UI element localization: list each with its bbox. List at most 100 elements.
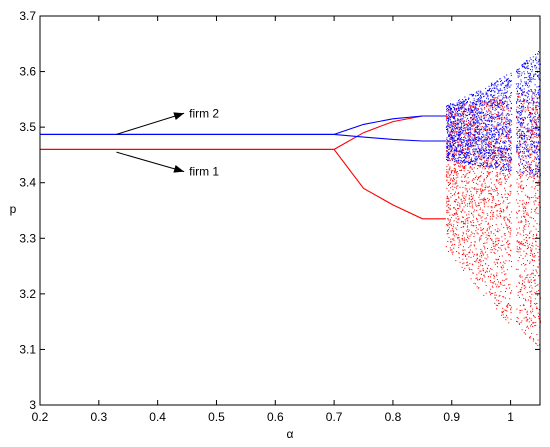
chaos-dot — [493, 150, 495, 152]
chaos-dot — [467, 155, 469, 157]
chaos-dot — [518, 210, 520, 212]
chaos-dot — [496, 147, 498, 149]
chaos-dot — [532, 265, 534, 267]
chaos-dot — [455, 136, 457, 138]
chaos-dot — [472, 220, 474, 221]
chaos-dot — [533, 225, 535, 227]
chaos-dot — [510, 74, 512, 76]
chaos-dot — [518, 113, 520, 115]
chaos-dot — [537, 135, 539, 137]
chaos-dot — [484, 134, 486, 136]
chaos-dot — [466, 172, 468, 174]
chaos-dot — [524, 270, 526, 272]
chaos-dot — [488, 235, 490, 237]
chaos-dot — [471, 95, 473, 97]
chaos-dot — [459, 144, 461, 146]
chaos-dot — [522, 100, 524, 102]
chaos-dot — [470, 154, 472, 155]
chaos-dot — [501, 104, 503, 106]
chaos-dot — [478, 265, 480, 267]
chaos-dot — [462, 99, 464, 101]
chaos-dot — [526, 66, 528, 68]
chaos-dot — [461, 118, 463, 120]
chaos-dot — [498, 103, 500, 104]
chaos-dot — [452, 116, 454, 117]
chaos-dot — [469, 127, 471, 129]
chaos-dot — [493, 102, 495, 104]
chaos-dot — [502, 96, 504, 98]
chaos-dot — [526, 316, 527, 318]
chaos-dot — [489, 193, 491, 195]
chaos-dot — [487, 223, 489, 225]
chaos-dot — [456, 160, 458, 162]
chaos-dot — [462, 111, 464, 113]
chaos-dot — [493, 215, 495, 217]
chaos-dot — [449, 174, 451, 176]
chaos-dot — [468, 132, 469, 133]
chaos-dot — [527, 144, 529, 146]
chaos-dot — [459, 132, 461, 133]
chaos-dot — [470, 125, 472, 127]
chaos-dot — [471, 114, 473, 116]
chaos-dot — [453, 121, 455, 123]
chaos-dot — [458, 136, 460, 138]
chaos-dot — [480, 191, 482, 193]
chaos-dot — [482, 134, 484, 135]
chaos-dot — [471, 123, 473, 125]
chaos-dot — [472, 272, 474, 274]
chaos-dot — [483, 245, 485, 247]
chaos-dot — [519, 124, 521, 126]
chaos-dot — [522, 64, 524, 65]
chaos-dot — [529, 163, 531, 165]
chaos-dot — [462, 144, 464, 146]
chaos-dot — [533, 108, 535, 110]
chaos-dot — [510, 142, 512, 144]
chaos-dot — [519, 118, 521, 119]
chaos-dot — [500, 147, 502, 149]
chaos-dot — [458, 135, 459, 136]
chaos-dot — [536, 66, 538, 68]
chaos-dot — [525, 128, 527, 130]
chaos-dot — [477, 177, 479, 178]
chaos-dot — [503, 117, 505, 119]
chaos-dot — [517, 134, 518, 136]
chaos-dot — [535, 170, 537, 172]
chaos-dot — [449, 131, 451, 133]
chaos-dot — [468, 163, 469, 165]
chaos-dot — [463, 104, 465, 106]
chaos-dot — [446, 122, 448, 124]
chaos-dot — [517, 193, 519, 195]
chaos-dot — [486, 175, 488, 177]
chaos-dot — [503, 133, 504, 135]
chaos-dot — [462, 131, 464, 133]
chaos-dot — [488, 149, 490, 151]
chaos-dot — [485, 263, 487, 265]
chaos-dot — [481, 198, 483, 200]
chaos-dot — [475, 119, 477, 121]
chaos-dot — [487, 138, 489, 140]
chaos-dot — [476, 120, 478, 122]
chaos-dot — [489, 115, 491, 117]
chaos-dot — [530, 144, 532, 146]
chaos-dot — [450, 172, 452, 173]
chaos-dot — [516, 213, 518, 215]
chaos-dot — [448, 169, 450, 171]
chaos-dot — [529, 166, 530, 167]
chaos-dot — [516, 285, 518, 287]
chaos-dot — [496, 105, 498, 107]
chaos-dot — [467, 231, 469, 232]
chaos-dot — [487, 98, 489, 100]
chaos-dot — [518, 122, 520, 124]
chaos-dot — [530, 114, 532, 116]
chaos-dot — [490, 238, 491, 239]
chaos-dot — [508, 172, 510, 174]
chaos-dot — [504, 177, 505, 179]
chaos-dot — [535, 164, 537, 166]
chaos-dot — [474, 138, 476, 140]
chaos-dot — [527, 123, 529, 125]
chaos-dot — [482, 141, 484, 143]
chaos-dot — [448, 152, 450, 154]
chaos-dot — [453, 134, 455, 136]
chaos-dot — [474, 241, 476, 243]
chaos-dot — [476, 137, 478, 139]
